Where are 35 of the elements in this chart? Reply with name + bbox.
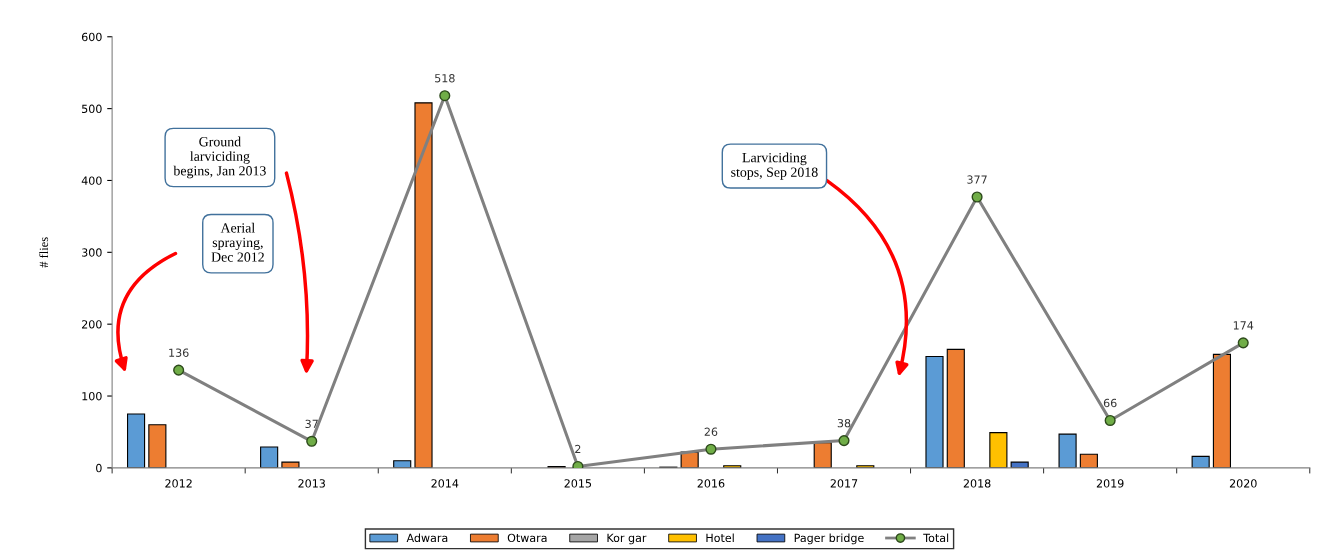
data-label: 66 xyxy=(1103,398,1117,408)
y-tick-label: 200 xyxy=(82,320,102,329)
y-tick-label: 300 xyxy=(82,248,102,257)
data-label: 518 xyxy=(435,74,455,83)
data-label: 26 xyxy=(704,427,718,436)
annotation: Larviciding stops, Sep 2018 xyxy=(731,152,818,180)
x-tick-label: 2019 xyxy=(1096,479,1124,488)
legend-label: Pager bridge xyxy=(794,533,864,545)
y-tick-label: 100 xyxy=(82,392,102,401)
x-tick-label: 2016 xyxy=(697,479,725,488)
data-label: 136 xyxy=(169,348,189,357)
x-tick-label: 2014 xyxy=(431,479,459,488)
annotation: Aerial spraying, Dec 2012 xyxy=(211,222,264,262)
y-tick-label: 500 xyxy=(82,104,102,113)
data-label: 174 xyxy=(1233,321,1254,330)
data-label: 37 xyxy=(305,419,318,429)
x-tick-label: 2013 xyxy=(298,479,325,488)
x-tick-label: 2018 xyxy=(963,479,991,488)
x-tick-label: 2020 xyxy=(1229,479,1257,488)
data-label: 38 xyxy=(837,418,851,428)
annotation: Ground larviciding begins, Jan 2013 xyxy=(173,136,266,179)
y-tick-label: 400 xyxy=(81,176,102,185)
y-tick-label: 0 xyxy=(96,463,102,473)
legend-label: Otwara xyxy=(507,533,547,543)
legend-label: Kor gar xyxy=(607,533,647,545)
data-label: 377 xyxy=(967,175,987,184)
legend-label: Total xyxy=(923,533,949,543)
data-label: 2 xyxy=(575,444,581,454)
legend-label: Adwara xyxy=(406,533,448,543)
x-tick-label: 2015 xyxy=(564,479,592,488)
x-tick-label: 2017 xyxy=(830,479,858,488)
y-tick-label: 600 xyxy=(81,32,102,42)
x-tick-label: 2012 xyxy=(165,479,192,488)
legend-label: Hotel xyxy=(706,533,734,543)
y-axis-title: # flies xyxy=(39,237,49,268)
